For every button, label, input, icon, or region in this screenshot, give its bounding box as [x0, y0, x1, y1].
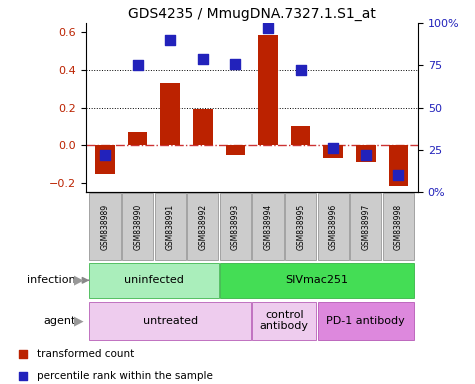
Bar	[356, 145, 376, 162]
Point	[395, 172, 402, 178]
Bar	[252, 193, 284, 260]
Text: GSM838992: GSM838992	[199, 204, 208, 250]
Point	[19, 372, 27, 379]
Text: transformed count: transformed count	[38, 349, 134, 359]
Text: PD-1 antibody: PD-1 antibody	[326, 316, 405, 326]
Text: GSM838996: GSM838996	[329, 204, 338, 250]
Text: GSM838991: GSM838991	[166, 204, 175, 250]
Bar	[122, 193, 153, 260]
Bar	[154, 193, 186, 260]
Text: GSM838995: GSM838995	[296, 204, 305, 250]
Bar	[89, 193, 121, 260]
Title: GDS4235 / MmugDNA.7327.1.S1_at: GDS4235 / MmugDNA.7327.1.S1_at	[128, 7, 376, 21]
Point	[330, 145, 337, 151]
Bar	[193, 109, 213, 145]
Text: ▶: ▶	[74, 274, 83, 287]
Text: GSM838989: GSM838989	[101, 204, 110, 250]
Point	[19, 351, 27, 358]
Bar	[89, 302, 251, 339]
Bar	[258, 35, 278, 145]
Text: GSM838998: GSM838998	[394, 204, 403, 250]
Text: uninfected: uninfected	[124, 275, 184, 285]
Point	[232, 61, 239, 67]
Point	[199, 55, 207, 61]
Point	[297, 67, 304, 73]
Bar	[220, 263, 414, 298]
Bar	[220, 193, 251, 260]
Bar	[350, 193, 381, 260]
Bar	[383, 193, 414, 260]
Text: untreated: untreated	[142, 316, 198, 326]
Text: percentile rank within the sample: percentile rank within the sample	[38, 371, 213, 381]
Bar	[128, 132, 147, 145]
Point	[264, 25, 272, 31]
Bar	[187, 193, 218, 260]
Text: agent: agent	[44, 316, 76, 326]
Bar	[161, 83, 180, 145]
Bar	[252, 302, 316, 339]
Point	[134, 62, 142, 68]
Point	[166, 37, 174, 43]
Text: SIVmac251: SIVmac251	[285, 275, 349, 285]
Text: control
antibody: control antibody	[260, 310, 309, 331]
Text: infection: infection	[28, 275, 76, 285]
Text: ▶: ▶	[74, 314, 83, 327]
Point	[101, 152, 109, 158]
Text: GSM838993: GSM838993	[231, 204, 240, 250]
Bar	[89, 263, 218, 298]
Bar	[291, 126, 311, 145]
Text: GSM838994: GSM838994	[264, 204, 273, 250]
Bar	[318, 302, 414, 339]
Text: GSM838997: GSM838997	[361, 204, 371, 250]
Point	[362, 152, 370, 158]
Bar	[226, 145, 245, 156]
Bar	[318, 193, 349, 260]
Text: GSM838990: GSM838990	[133, 204, 142, 250]
Bar	[95, 145, 115, 174]
Bar	[285, 193, 316, 260]
Bar	[389, 145, 408, 186]
Bar	[323, 145, 343, 158]
